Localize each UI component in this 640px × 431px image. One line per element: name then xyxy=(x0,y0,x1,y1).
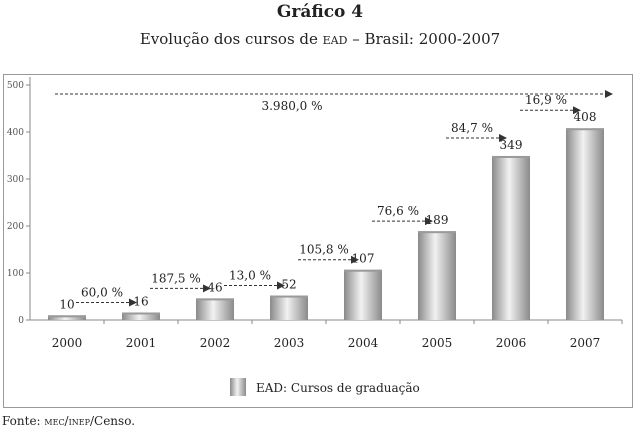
x-tick-label: 2003 xyxy=(274,336,305,350)
bar xyxy=(196,298,234,320)
y-tick-label: 200 xyxy=(7,222,24,232)
data-label: 10 xyxy=(59,297,74,311)
chart-subtitle: Evolução dos cursos de ead – Brasil: 200… xyxy=(139,30,501,48)
y-tick-label: 300 xyxy=(7,175,24,185)
x-tick-label: 2002 xyxy=(200,336,231,350)
data-label: 349 xyxy=(500,138,523,152)
chart-frame xyxy=(3,74,633,408)
bar-cap xyxy=(196,298,234,301)
data-label: 16 xyxy=(133,294,148,308)
data-label: 107 xyxy=(352,252,375,266)
x-tick-label: 2006 xyxy=(496,336,527,350)
growth-label: 105,8 % xyxy=(299,243,349,257)
legend-label: EAD: Cursos de graduação xyxy=(256,381,420,395)
growth-label: 13,0 % xyxy=(229,269,271,283)
growth-label: 16,9 % xyxy=(525,93,567,107)
bar-cap xyxy=(270,295,308,298)
data-label: 52 xyxy=(281,278,296,292)
chart-title: Gráfico 4 xyxy=(276,2,364,22)
x-tick-label: 2005 xyxy=(422,336,453,350)
total-growth-label: 3.980,0 % xyxy=(261,99,322,113)
data-label: 408 xyxy=(574,110,597,124)
data-label: 46 xyxy=(207,280,222,294)
bar xyxy=(418,231,456,320)
growth-label: 60,0 % xyxy=(81,285,123,299)
growth-label: 76,6 % xyxy=(377,204,419,218)
x-tick-label: 2000 xyxy=(52,336,83,350)
bar-cap xyxy=(344,269,382,272)
bar-cap xyxy=(48,315,86,318)
growth-label: 187,5 % xyxy=(151,271,201,285)
x-tick-label: 2001 xyxy=(126,336,157,350)
bar xyxy=(344,269,382,320)
bar xyxy=(48,315,86,320)
bar xyxy=(492,155,530,320)
bar xyxy=(270,295,308,320)
growth-label: 84,7 % xyxy=(451,121,493,135)
bar xyxy=(566,128,604,320)
bar-cap xyxy=(566,128,604,131)
bar-cap xyxy=(492,155,530,158)
data-label: 189 xyxy=(426,213,449,227)
x-tick-label: 2004 xyxy=(348,336,379,350)
source-note: Fonte: mec/inep/Censo. xyxy=(2,414,136,428)
x-tick-label: 2007 xyxy=(570,336,601,350)
y-tick-label: 0 xyxy=(18,316,24,326)
bar-cap xyxy=(418,231,456,234)
y-tick-label: 400 xyxy=(7,128,24,138)
legend-swatch xyxy=(230,378,246,396)
y-tick-label: 500 xyxy=(7,81,24,91)
bar xyxy=(122,312,160,320)
y-tick-label: 100 xyxy=(7,269,24,279)
bar-cap xyxy=(122,312,160,315)
